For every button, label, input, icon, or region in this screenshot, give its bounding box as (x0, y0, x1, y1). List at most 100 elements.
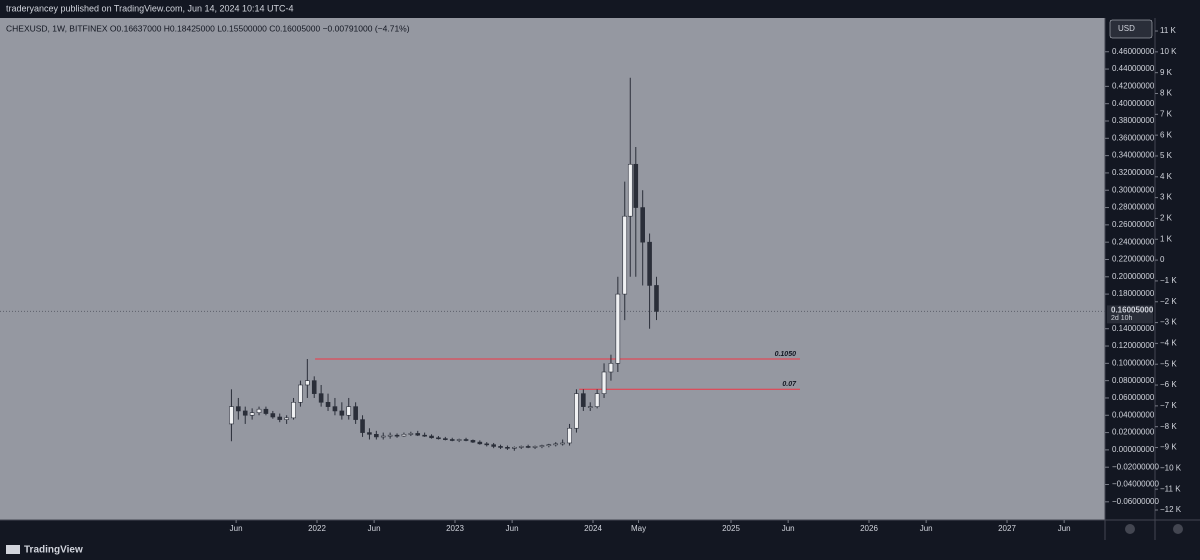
x-tick-label: 2025 (722, 524, 740, 533)
candle-body (518, 446, 524, 448)
y2-tick-label: 0 (1160, 255, 1165, 264)
y2-tick-label: 10 K (1160, 47, 1177, 56)
candle-body (311, 380, 317, 394)
level-label: 0.07 (782, 381, 797, 388)
candle-body (263, 408, 269, 414)
y-tick-label: 0.08000000 (1112, 376, 1155, 385)
candle-body (525, 446, 531, 448)
candle-body (415, 433, 421, 436)
candle-body (463, 439, 469, 441)
candle-body (298, 384, 303, 403)
y2-tick-label: −10 K (1160, 463, 1182, 472)
y-tick-label: 0.38000000 (1112, 116, 1155, 125)
y2-tick-label: −12 K (1160, 505, 1182, 514)
y2-tick-label: −5 K (1160, 359, 1177, 368)
candle-body (401, 434, 407, 437)
candle-body (270, 413, 276, 418)
x-tick-label: Jun (920, 524, 933, 533)
y2-tick-label: −9 K (1160, 443, 1177, 452)
x-tick-label: May (631, 524, 646, 533)
y-tick-label: 0.42000000 (1112, 81, 1155, 90)
candle-body (229, 406, 234, 425)
y-tick-label: 0.36000000 (1112, 133, 1155, 142)
candle-body (456, 439, 462, 441)
candle-body (512, 446, 517, 449)
candle-body (491, 444, 496, 447)
candle-body (647, 241, 652, 286)
y-tick-label: −0.06000000 (1112, 497, 1159, 506)
y-tick-label: 0.40000000 (1112, 99, 1155, 108)
candle-body (242, 410, 248, 416)
y-tick-label: 0.32000000 (1112, 168, 1155, 177)
candle-body (505, 446, 510, 449)
candle-body (408, 433, 414, 435)
y2-tick-label: 11 K (1160, 26, 1177, 35)
y-tick-label: 0.06000000 (1112, 393, 1155, 402)
candle-body (360, 419, 365, 433)
candle-body (429, 435, 434, 439)
candle-body (640, 207, 645, 243)
y2-tick-label: 5 K (1160, 151, 1173, 160)
candle-body (477, 441, 483, 445)
candle-body (291, 401, 296, 419)
y-tick-label: 0.18000000 (1112, 289, 1155, 298)
candle-body (532, 446, 538, 448)
candle-body (622, 215, 628, 295)
price-axis (1105, 18, 1200, 540)
candle-body (332, 406, 338, 412)
candle-body (449, 439, 455, 441)
candle-body (615, 293, 621, 364)
y-tick-label: 0.10000000 (1112, 358, 1155, 367)
y2-tick-label: −6 K (1160, 380, 1177, 389)
y-tick-label: 0.28000000 (1112, 203, 1155, 212)
y-tick-label: 0.34000000 (1112, 151, 1155, 160)
footer-text: TradingView (24, 545, 83, 556)
candle-body (498, 446, 503, 448)
x-tick-label: 2023 (446, 524, 464, 533)
candle-body (574, 393, 579, 429)
candle-body (422, 434, 427, 437)
y2-tick-label: 7 K (1160, 109, 1173, 118)
candle-body (394, 434, 400, 437)
candle-body (367, 432, 372, 435)
y2-tick-label: −8 K (1160, 422, 1177, 431)
y2-tick-label: 2 K (1160, 214, 1173, 223)
candle-body (249, 412, 255, 416)
candle-body (484, 443, 490, 446)
y-tick-label: 0.14000000 (1112, 324, 1155, 333)
settings-button[interactable] (1173, 524, 1183, 534)
candle-body (380, 435, 386, 438)
last-price-label: 0.16005000 (1111, 305, 1154, 314)
y2-tick-label: −11 K (1160, 484, 1181, 493)
y-tick-label: 0.00000000 (1112, 445, 1155, 454)
footer (0, 540, 1200, 560)
y2-tick-label: −1 K (1160, 276, 1177, 285)
candle-body (546, 444, 552, 447)
y-tick-label: 0.26000000 (1112, 220, 1155, 229)
y-tick-label: 0.44000000 (1112, 64, 1155, 73)
level-label: 0.1050 (775, 351, 797, 358)
currency-button[interactable] (1109, 19, 1153, 39)
y2-tick-label: 9 K (1160, 68, 1173, 77)
x-tick-label: Jun (368, 524, 381, 533)
y-tick-label: 0.12000000 (1112, 341, 1155, 350)
y2-tick-label: −4 K (1160, 339, 1177, 348)
candle-body (633, 163, 639, 208)
settings-button[interactable] (1125, 524, 1135, 534)
last-price-box (1107, 305, 1153, 324)
candle-body (654, 285, 659, 312)
candle-body (436, 437, 441, 440)
candle-body (567, 427, 572, 444)
candle-body (608, 363, 614, 373)
candle-body (277, 416, 283, 420)
x-tick-label: Jun (782, 524, 795, 533)
candle-body (553, 443, 559, 446)
y-tick-label: 0.22000000 (1112, 255, 1155, 264)
candle-body (387, 434, 393, 437)
y2-tick-label: 1 K (1160, 234, 1173, 243)
plot-area (0, 18, 1105, 520)
y-tick-label: 0.20000000 (1112, 272, 1155, 281)
header-text: traderyancey published on TradingView.co… (6, 3, 294, 13)
x-tick-label: Jun (230, 524, 243, 533)
y2-tick-label: 4 K (1160, 172, 1173, 181)
